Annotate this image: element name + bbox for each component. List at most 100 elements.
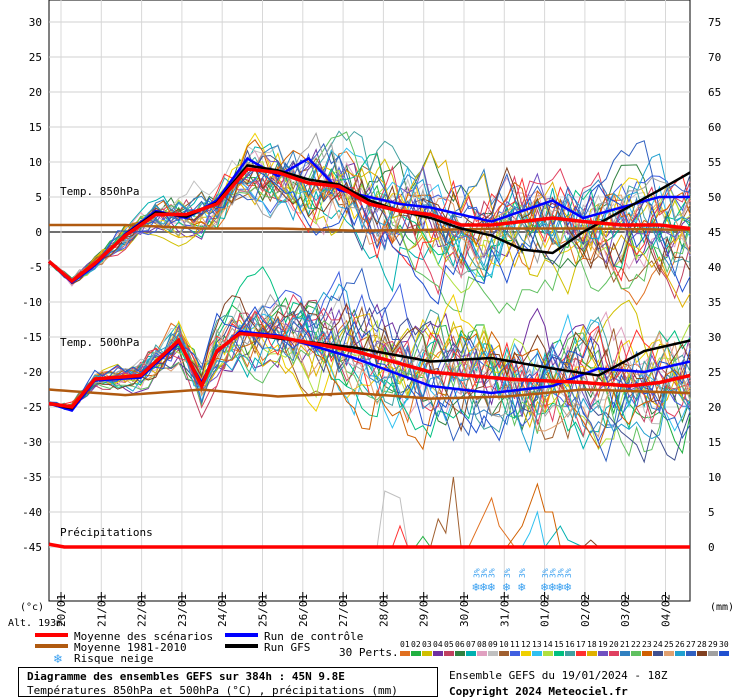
member-legend-swatch [664, 651, 674, 656]
plot-area [48, 0, 691, 602]
snow-risk-label: 3% [541, 568, 550, 578]
date-tick-label: 29/01 [418, 594, 431, 627]
member-line-28 [48, 295, 691, 433]
precip-member-line [430, 476, 462, 548]
precip-member-line [544, 525, 584, 548]
member-legend-swatch [708, 651, 718, 656]
date-tick-label: 21/01 [95, 594, 108, 627]
precip-member-line [506, 482, 561, 548]
legend-gfs-swatch [225, 644, 258, 648]
snow-icon: ❄ [540, 581, 549, 594]
member-legend-swatch [466, 651, 476, 656]
member-legend-swatch [477, 651, 487, 656]
precip-member-line [391, 524, 409, 548]
member-legend-swatch [565, 651, 575, 656]
member-legend-number: 10 [499, 640, 509, 649]
member-legend-number: 13 [532, 640, 542, 649]
right-tick-label: 50 [708, 191, 721, 204]
member-legend-swatch [400, 651, 410, 656]
right-tick-label: 15 [708, 436, 721, 449]
snow-risk-label: 3% [518, 568, 527, 578]
snow-risk-label: 3% [488, 568, 497, 578]
member-legend-swatch [521, 651, 531, 656]
left-tick-label: -30 [22, 436, 42, 449]
legend-gfs-label: Run GFS [264, 641, 310, 654]
member-legend-number: 08 [477, 640, 487, 649]
right-tick-label: 5 [708, 506, 715, 519]
left-tick-label: 10 [29, 156, 42, 169]
precip-panel-label: Précipitations [60, 526, 153, 539]
right-tick-label: 60 [708, 121, 721, 134]
member-legend-number: 21 [620, 640, 630, 649]
member-line-18 [48, 149, 691, 309]
legend-snow-label: Risque neige [74, 652, 153, 665]
left-tick-label: -40 [22, 506, 42, 519]
left-tick-label: -5 [29, 261, 42, 274]
snow-risk-label: 3% [472, 568, 481, 578]
series-line-t850 [47, 167, 691, 284]
member-color-legend: 01 02 03 04 05 06 07 08 09 10 11 12 13 14 15 16 17 18 19 20… [400, 640, 729, 656]
member-legend-number: 28 [697, 640, 707, 649]
right-tick-label: 10 [708, 471, 721, 484]
member-legend-number: 07 [466, 640, 476, 649]
snow-risk-label: 3% [549, 568, 558, 578]
snow-icon: ❄ [548, 581, 557, 594]
snow-icon: ❄ [487, 581, 496, 594]
date-tick-label: 04/02 [660, 594, 673, 627]
member-legend-swatch [433, 651, 443, 656]
precip-member-line [521, 510, 546, 548]
series-line-precip_mm [48, 542, 690, 549]
member-legend-number: 05 [444, 640, 454, 649]
t500-member-lines [48, 266, 691, 464]
member-legend-swatch [587, 651, 597, 656]
member-legend-number: 26 [675, 640, 685, 649]
precip-member-line [582, 539, 599, 548]
highlight-lines [47, 156, 691, 549]
t850-member-lines [48, 130, 691, 315]
member-legend-swatch [620, 651, 630, 656]
series-line-t850 [48, 156, 690, 285]
precip-member-line [414, 535, 431, 548]
snow-risk-label: 3% [564, 568, 573, 578]
left-tick-label: -15 [22, 331, 42, 344]
precip-lines [376, 476, 599, 548]
right-tick-label: 65 [708, 86, 721, 99]
right-tick-label: 75 [708, 16, 721, 29]
member-legend-swatch [510, 651, 520, 656]
legend: Moyenne des scénarios Moyenne 1981-2010 … [35, 630, 729, 666]
series-line-t500 [48, 331, 691, 409]
member-legend-swatch [554, 651, 564, 656]
right-tick-label: 20 [708, 401, 721, 414]
legend-clim-swatch [35, 644, 68, 648]
t850-panel-label: Temp. 850hPa [60, 185, 139, 198]
left-tick-label: 30 [29, 16, 42, 29]
member-legend-swatch [598, 651, 608, 656]
member-legend-number: 22 [631, 640, 641, 649]
member-legend-number: 03 [422, 640, 432, 649]
left-tick-label: 20 [29, 86, 42, 99]
member-legend-number: 14 [543, 640, 553, 649]
member-legend-swatch [719, 651, 729, 656]
member-line-15 [48, 153, 691, 283]
series-line-t850 [48, 164, 691, 283]
precip-member-line [468, 496, 515, 548]
member-legend-swatch [532, 651, 542, 656]
snow-risk-label: 3% [480, 568, 489, 578]
member-line-19 [48, 308, 691, 418]
date-tick-label: 27/01 [337, 594, 350, 627]
legend-clim-label: Moyenne 1981-2010 [74, 641, 187, 654]
footer-title: Diagramme des ensembles GEFS sur 384h : … [27, 670, 345, 683]
chart-labels: Temp. 850hPa Temp. 500hPa Précipitations… [8, 185, 734, 629]
member-legend-swatch [653, 651, 663, 656]
series-line-t850 [49, 223, 691, 232]
member-legend-swatch [697, 651, 707, 656]
member-legend-number: 02 [411, 640, 421, 649]
member-legend-number: 16 [565, 640, 575, 649]
date-tick-label: 26/01 [297, 594, 310, 627]
member-legend-swatch [444, 651, 454, 656]
date-tick-label: 22/01 [136, 594, 149, 627]
date-tick-label: 01/02 [539, 594, 552, 627]
snow-icon: ❄ [479, 581, 488, 594]
chart-grid [48, 0, 691, 602]
